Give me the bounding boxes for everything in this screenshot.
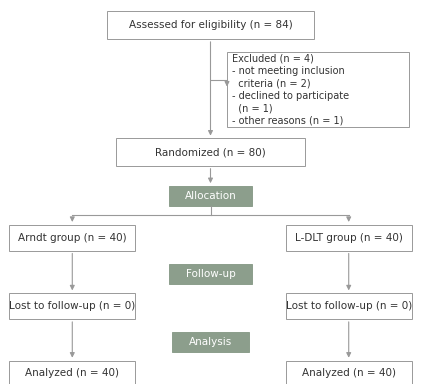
Text: Lost to follow-up (n = 0): Lost to follow-up (n = 0) [9, 301, 136, 311]
FancyBboxPatch shape [169, 186, 252, 206]
Text: Analyzed (n = 40): Analyzed (n = 40) [302, 369, 396, 378]
Text: Analyzed (n = 40): Analyzed (n = 40) [25, 369, 119, 378]
FancyBboxPatch shape [9, 360, 135, 386]
Text: Assessed for eligibility (n = 84): Assessed for eligibility (n = 84) [129, 20, 292, 30]
Text: L-DLT group (n = 40): L-DLT group (n = 40) [295, 233, 402, 243]
FancyBboxPatch shape [286, 293, 412, 319]
Text: Analysis: Analysis [189, 337, 232, 347]
Text: Follow-up: Follow-up [186, 269, 235, 279]
FancyBboxPatch shape [9, 293, 135, 319]
Text: Lost to follow-up (n = 0): Lost to follow-up (n = 0) [285, 301, 412, 311]
Text: Arndt group (n = 40): Arndt group (n = 40) [18, 233, 127, 243]
Text: Randomized (n = 80): Randomized (n = 80) [155, 147, 266, 157]
FancyBboxPatch shape [286, 225, 412, 251]
Text: Excluded (n = 4)
- not meeting inclusion
  criteria (n = 2)
- declined to partic: Excluded (n = 4) - not meeting inclusion… [232, 54, 349, 125]
FancyBboxPatch shape [286, 360, 412, 386]
FancyBboxPatch shape [9, 225, 135, 251]
FancyBboxPatch shape [107, 10, 314, 39]
FancyBboxPatch shape [116, 139, 305, 166]
FancyBboxPatch shape [227, 52, 408, 126]
Text: Allocation: Allocation [185, 191, 236, 201]
FancyBboxPatch shape [172, 333, 249, 352]
FancyBboxPatch shape [169, 264, 252, 284]
